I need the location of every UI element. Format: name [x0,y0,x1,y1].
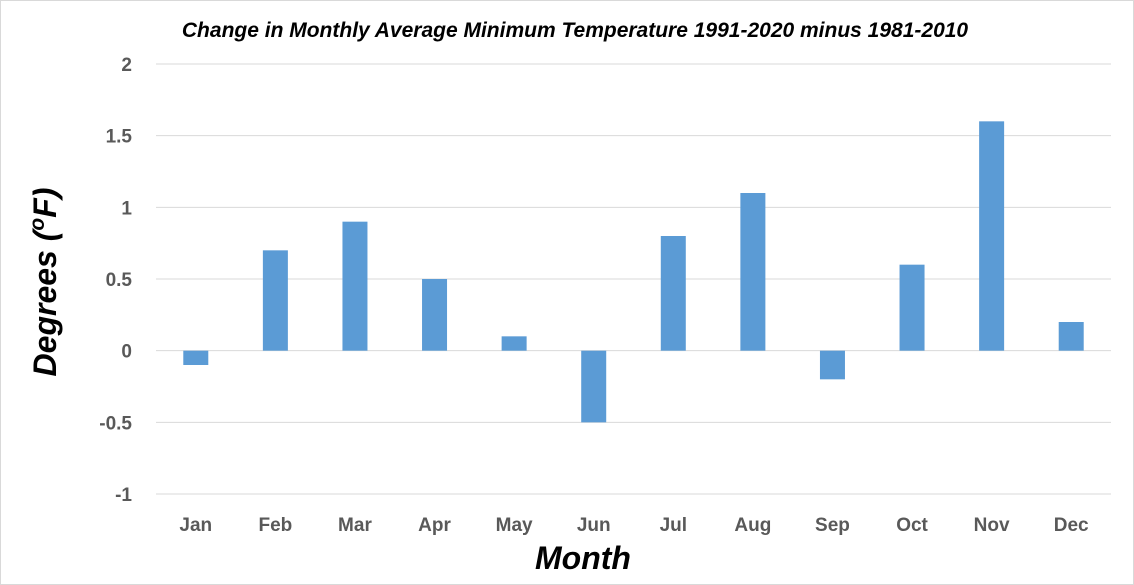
x-tick-label: May [496,515,533,536]
x-tick-label: Mar [338,515,372,536]
x-tick-label: Apr [418,515,451,536]
y-tick-label: 0.5 [106,270,133,291]
y-tick-label: -1 [115,485,132,506]
bar-nov [979,121,1005,351]
x-tick-label: Dec [1054,515,1089,536]
y-axis-ticks: -1 -0.5 0 0.5 1 1.5 2 [99,55,132,506]
x-tick-label: Jul [660,515,687,536]
bar-sep [819,350,845,380]
bar-feb [262,250,288,351]
bar-jul [660,236,686,351]
x-tick-label: Feb [258,515,292,536]
bar-dec [1058,322,1084,351]
y-tick-label: 2 [121,55,132,76]
y-axis-title-prefix: Degrees ( [27,227,63,376]
chart-title: Change in Monthly Average Minimum Temper… [182,19,969,42]
x-tick-label: Jun [577,515,611,536]
gridlines [156,63,1111,495]
bars [183,121,1084,423]
y-tick-label: 1 [121,198,132,219]
y-axis-title: Degrees (oF) [26,188,63,377]
x-tick-label: Oct [896,515,928,536]
x-tick-label: Aug [734,515,771,536]
y-tick-label: 1.5 [106,127,133,148]
y-tick-label: 0 [121,342,132,363]
bar-jun [581,350,607,423]
y-tick-label: -0.5 [99,413,132,434]
bar-oct [899,264,925,351]
bar-mar [342,221,368,351]
bar-jan [183,350,209,365]
bar-aug [740,193,766,351]
x-tick-label: Sep [815,515,850,536]
y-axis-title-unit-sup: o [26,218,49,231]
x-axis-title: Month [535,540,631,576]
x-tick-label: Jan [179,515,212,536]
x-tick-label: Nov [974,515,1010,536]
y-axis-title-suffix: F) [27,188,63,218]
x-axis-ticks: Jan Feb Mar Apr May Jun Jul Aug Sep Oct Nov Dec [179,515,1089,536]
bar-apr [422,279,448,351]
bar-may [501,336,527,351]
